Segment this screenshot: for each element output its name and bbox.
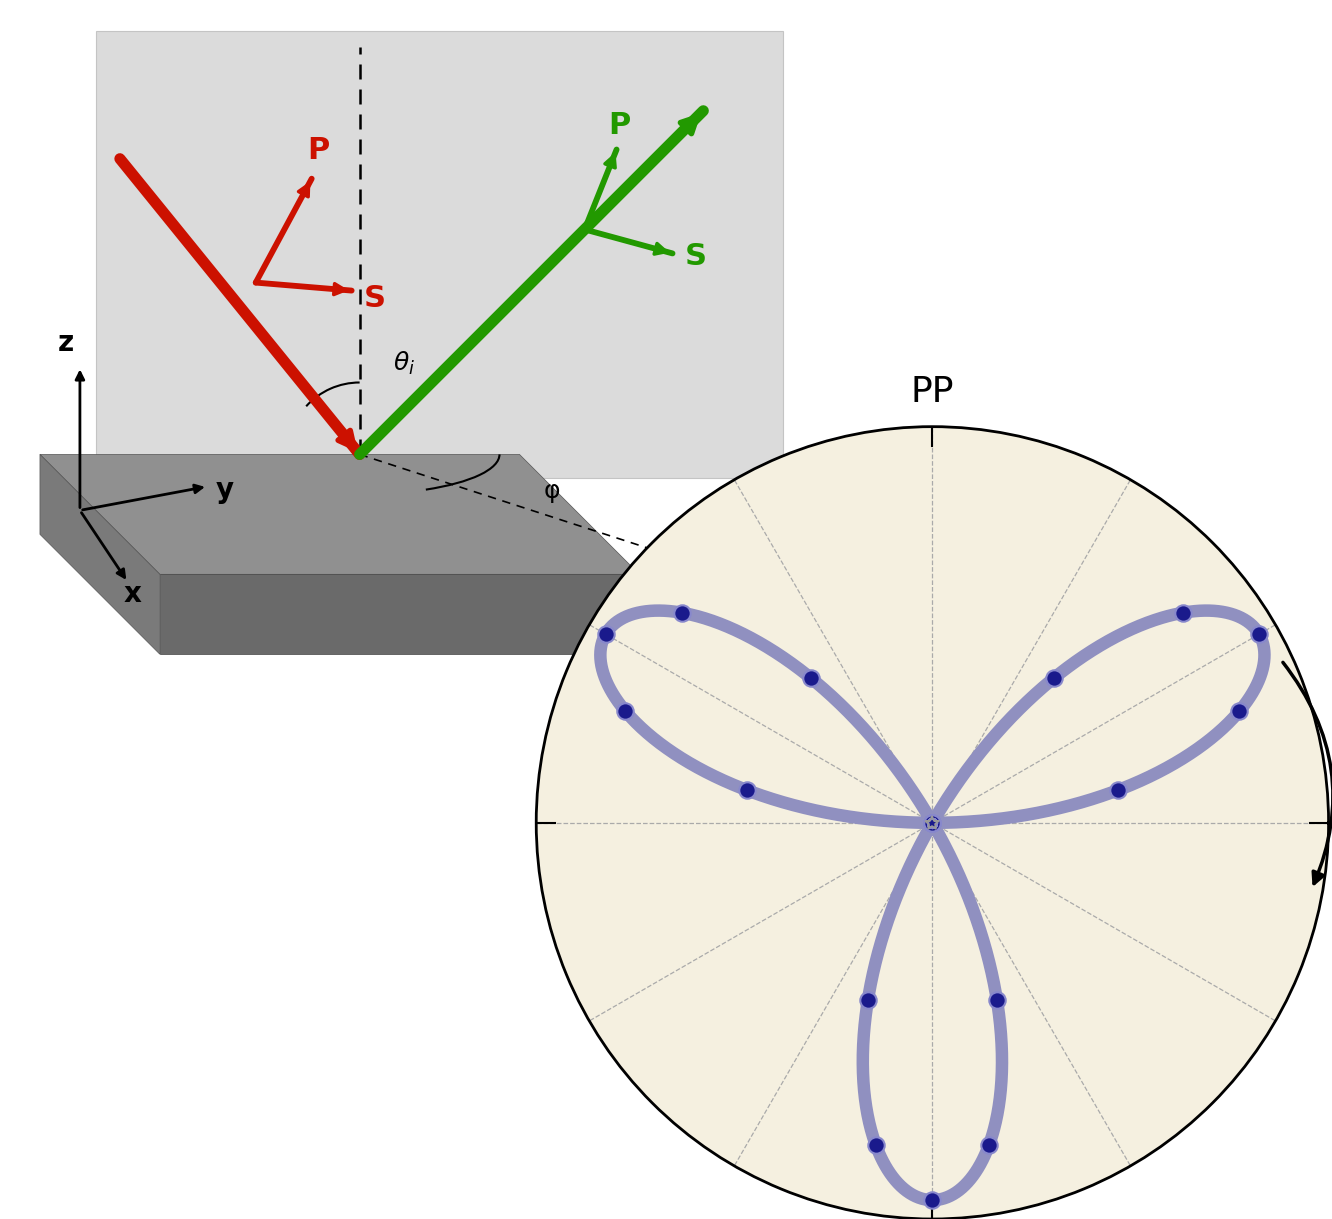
Point xyxy=(922,813,943,833)
Point xyxy=(1229,701,1251,720)
Point xyxy=(922,813,943,833)
Point xyxy=(922,813,943,833)
Point xyxy=(922,813,943,833)
Point xyxy=(801,668,822,688)
Point xyxy=(1107,780,1128,800)
Polygon shape xyxy=(40,455,160,655)
Point xyxy=(986,990,1007,1009)
Point xyxy=(922,813,943,833)
Polygon shape xyxy=(96,30,783,478)
Point xyxy=(922,813,943,833)
Point xyxy=(922,813,943,833)
Point xyxy=(922,1191,943,1210)
Title: PP: PP xyxy=(911,374,954,408)
Point xyxy=(1172,603,1193,623)
Point xyxy=(922,813,943,833)
Point xyxy=(922,813,943,833)
Point xyxy=(922,813,943,833)
Text: $\theta_i$: $\theta_i$ xyxy=(393,350,416,377)
Point xyxy=(922,813,943,833)
Text: y: y xyxy=(216,477,234,505)
Point xyxy=(864,1135,886,1154)
Point xyxy=(922,813,943,833)
Point xyxy=(922,813,943,833)
Text: S: S xyxy=(364,284,386,312)
Point xyxy=(737,780,758,800)
Polygon shape xyxy=(40,455,639,574)
Point xyxy=(671,603,693,623)
Point xyxy=(1248,624,1269,644)
Point xyxy=(922,813,943,833)
Point xyxy=(979,1135,1000,1154)
Point xyxy=(922,813,943,833)
Text: P: P xyxy=(609,111,631,139)
Text: x: x xyxy=(124,580,141,608)
Text: P: P xyxy=(308,135,330,165)
Text: z: z xyxy=(57,329,73,356)
Point xyxy=(595,624,617,644)
Point xyxy=(922,813,943,833)
Point xyxy=(922,813,943,833)
Text: S: S xyxy=(685,243,706,272)
Text: φ: φ xyxy=(543,479,559,503)
Point xyxy=(922,813,943,833)
Polygon shape xyxy=(160,574,639,655)
Point xyxy=(922,813,943,833)
Point xyxy=(922,813,943,833)
Point xyxy=(1043,668,1064,688)
Point xyxy=(922,813,943,833)
Point xyxy=(858,990,879,1009)
Point xyxy=(614,701,635,720)
